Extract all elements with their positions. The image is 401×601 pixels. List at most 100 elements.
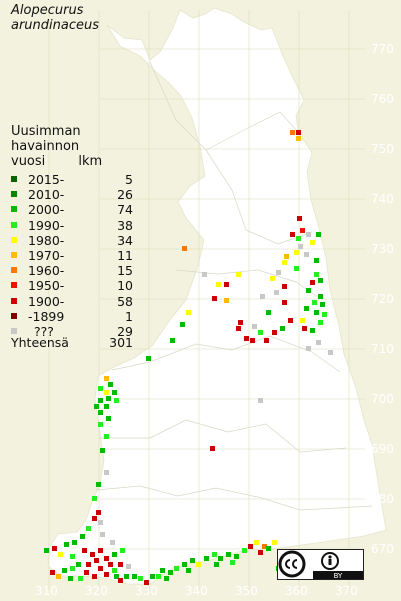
observation-square [290, 232, 295, 237]
observation-square [322, 312, 327, 317]
observation-square [224, 282, 229, 287]
legend-swatch [11, 221, 17, 228]
observation-square [218, 556, 223, 561]
legend-row-count: 58 [117, 293, 133, 309]
legend-row-count: 26 [117, 187, 133, 203]
observation-square [306, 288, 311, 293]
observation-square [160, 568, 165, 573]
legend-swatch [11, 267, 17, 274]
observation-square [180, 322, 185, 327]
observation-square [190, 558, 195, 563]
observation-square [82, 548, 87, 553]
y-tick-label: 700 [371, 392, 394, 406]
legend: 2015- 5 2010- 26 2000- 74 1990- 38 1980- 34 1970- 1… [8, 172, 133, 339]
observation-square [44, 548, 49, 553]
observation-square [92, 574, 97, 579]
y-tick-label: 670 [371, 542, 394, 556]
observation-square [328, 350, 333, 355]
map-title: Alopecurus arundinaceus [11, 3, 100, 33]
observation-square [312, 300, 317, 305]
observation-square [310, 280, 315, 285]
observation-square [104, 376, 109, 381]
observation-square [316, 340, 321, 345]
observation-square [266, 310, 271, 315]
observation-square [100, 448, 105, 453]
y-tick-label: 680 [371, 492, 394, 506]
legend-row-label: 2010- [28, 187, 65, 203]
observation-square [210, 446, 215, 451]
legend-row-count: 11 [117, 247, 133, 263]
observation-square [104, 470, 109, 475]
legend-swatch [11, 206, 17, 213]
observation-square [300, 228, 305, 233]
observation-square [272, 330, 277, 335]
observation-square [68, 576, 73, 581]
observation-square [98, 398, 103, 403]
legend-row-count: 15 [117, 263, 133, 279]
observation-square [314, 310, 319, 315]
observation-square [120, 548, 125, 553]
observation-square [298, 244, 303, 249]
observation-square [96, 510, 101, 515]
legend-swatch [11, 236, 17, 243]
observation-square [266, 546, 271, 551]
observation-square [92, 496, 97, 501]
legend-row-count: 34 [117, 232, 133, 248]
license-badge[interactable]: BY [277, 549, 364, 580]
legend-row-label: ??? [34, 323, 54, 339]
observation-square [182, 246, 187, 251]
legend-row-label: 2000- [28, 202, 65, 218]
observation-square [272, 540, 277, 545]
observation-square [118, 578, 123, 583]
legend-row: 1990- 38 [8, 218, 133, 233]
observation-square [168, 570, 173, 575]
observation-square [112, 568, 117, 573]
observation-square [170, 338, 175, 343]
x-tick-label: 340 [185, 584, 208, 598]
legend-row-count: 29 [117, 323, 133, 339]
x-tick-label: 360 [285, 584, 308, 598]
observation-square [224, 298, 229, 303]
observation-square [288, 318, 293, 323]
observation-square [306, 346, 311, 351]
observation-square [86, 562, 91, 567]
observation-square [138, 576, 143, 581]
observation-square [98, 422, 103, 427]
legend-heading-line3: vuosi [11, 154, 46, 169]
observation-square [280, 326, 285, 331]
observation-square [258, 550, 263, 555]
legend-row: 1900- 58 [8, 294, 133, 309]
observation-square [58, 552, 63, 557]
observation-square [186, 568, 191, 573]
y-tick-label: 730 [371, 242, 394, 256]
observation-square [250, 338, 255, 343]
observation-square [156, 574, 161, 579]
observation-square [282, 284, 287, 289]
observation-square [310, 240, 315, 245]
legend-row-label: 2015- [28, 172, 65, 187]
observation-square [318, 320, 323, 325]
observation-square [236, 326, 241, 331]
observation-square [132, 574, 137, 579]
observation-square [212, 296, 217, 301]
legend-heading-count: lkm [78, 154, 103, 169]
y-tick-label: 720 [371, 292, 394, 306]
observation-square [150, 574, 155, 579]
legend-row-label: 1960- [28, 263, 65, 279]
observation-square [106, 416, 111, 421]
observation-square [104, 390, 109, 395]
observation-square [258, 398, 263, 403]
observation-square [318, 278, 323, 283]
observation-square [248, 544, 253, 549]
y-tick-label: 750 [371, 142, 394, 156]
legend-row-label: 1950- [28, 278, 65, 294]
observation-squares [44, 130, 333, 585]
observation-square [104, 404, 109, 409]
observation-square [306, 232, 311, 237]
legend-row-label: 1990- [28, 217, 65, 233]
legend-heading: Uusimman havainnon vuosi lkm [11, 124, 102, 169]
legend-swatch [11, 191, 17, 198]
observation-square [316, 232, 321, 237]
x-tick-label: 350 [235, 584, 258, 598]
